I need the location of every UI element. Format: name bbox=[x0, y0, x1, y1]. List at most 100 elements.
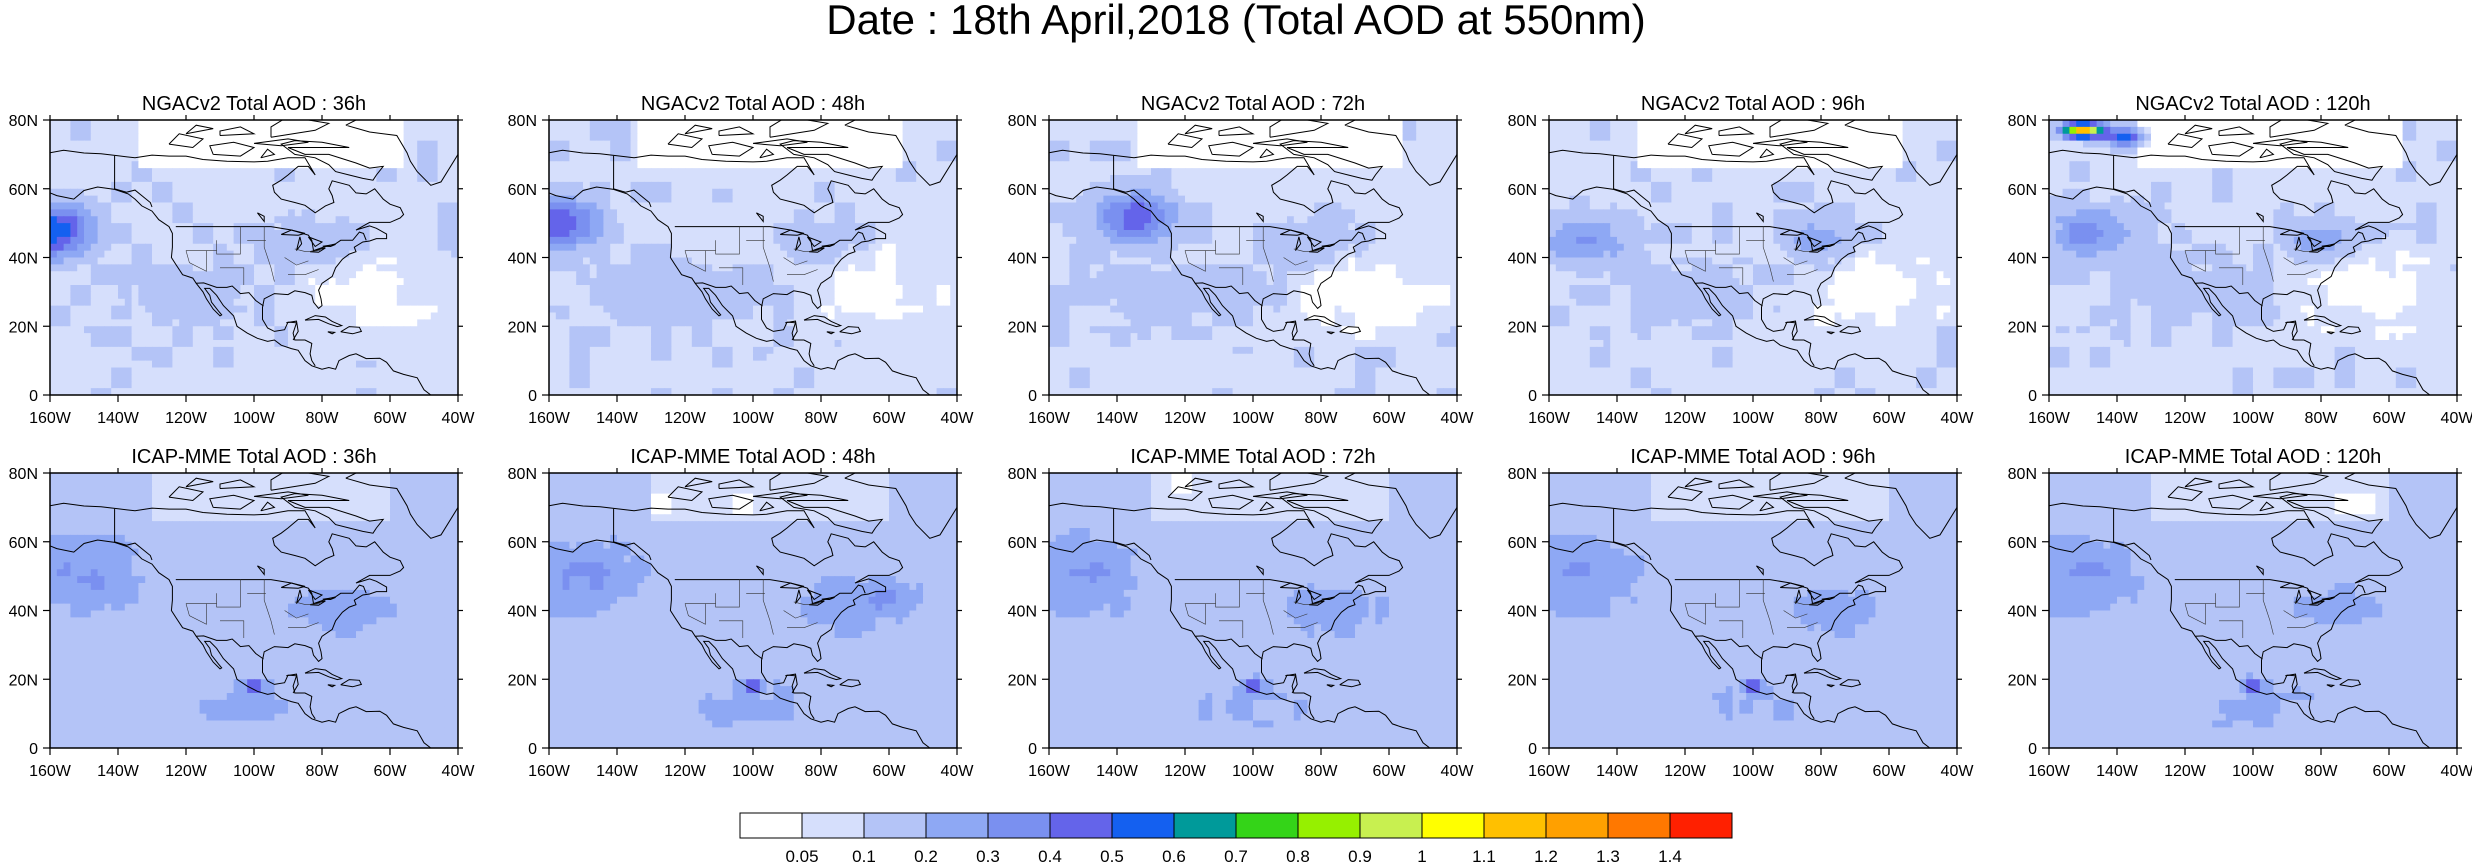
figure-title: Date : 18th April,2018 (Total AOD at 550… bbox=[826, 0, 1645, 43]
lon-tick-label: 80W bbox=[1805, 763, 1839, 780]
colorbar-label: 1 bbox=[1417, 847, 1426, 862]
lat-tick-label: 80N bbox=[1008, 466, 1037, 483]
panel-title: ICAP-MME Total AOD : 36h bbox=[131, 446, 376, 468]
aod-field bbox=[1049, 473, 1457, 748]
lat-tick-label: 0 bbox=[528, 741, 537, 758]
lon-tick-label: 160W bbox=[1028, 410, 1071, 427]
lat-tick-label: 0 bbox=[29, 388, 38, 405]
lat-tick-label: 40N bbox=[508, 604, 537, 621]
lon-tick-label: 140W bbox=[97, 763, 140, 780]
lon-tick-label: 100W bbox=[2232, 410, 2275, 427]
aod-field bbox=[549, 473, 957, 748]
lat-tick-label: 0 bbox=[1028, 388, 1037, 405]
colorbar-swatch bbox=[1173, 812, 1237, 839]
panel-title: NGACv2 Total AOD : 48h bbox=[641, 93, 865, 115]
map-panel: ICAP-MME Total AOD : 72h 160W 140W 120W 100W… bbox=[1008, 446, 1475, 780]
lon-tick-label: 100W bbox=[732, 410, 775, 427]
lon-tick-label: 40W bbox=[941, 410, 975, 427]
colorbar-swatch bbox=[863, 812, 927, 839]
lon-tick-label: 60W bbox=[873, 410, 907, 427]
lat-tick-label: 60N bbox=[2008, 535, 2037, 552]
aod-field bbox=[1549, 120, 1957, 395]
lon-tick-label: 120W bbox=[1664, 410, 1707, 427]
coastlines bbox=[1549, 120, 1957, 395]
colorbar-swatch bbox=[987, 812, 1051, 839]
colorbar-swatch bbox=[739, 812, 803, 839]
lat-tick-label: 60N bbox=[1008, 535, 1037, 552]
lon-tick-label: 40W bbox=[2441, 763, 2472, 780]
colorbar-swatch bbox=[1545, 812, 1609, 839]
colorbar-label: 0.6 bbox=[1162, 847, 1186, 862]
lat-tick-label: 20N bbox=[508, 319, 537, 336]
lon-tick-label: 140W bbox=[2096, 763, 2139, 780]
colorbar-swatch bbox=[1111, 812, 1175, 839]
lon-tick-label: 120W bbox=[1164, 763, 1207, 780]
lat-tick-label: 40N bbox=[1508, 604, 1537, 621]
lat-tick-label: 40N bbox=[9, 604, 38, 621]
colorbar-swatch bbox=[1483, 812, 1547, 839]
colorbar-swatch bbox=[1235, 812, 1299, 839]
lon-tick-label: 120W bbox=[165, 410, 208, 427]
lat-tick-label: 20N bbox=[9, 319, 38, 336]
panel-title: ICAP-MME Total AOD : 120h bbox=[2125, 446, 2381, 468]
lon-tick-label: 40W bbox=[941, 763, 975, 780]
lon-tick-label: 120W bbox=[2164, 763, 2207, 780]
colorbar-label: 1.3 bbox=[1596, 847, 1620, 862]
colorbar-label: 1.1 bbox=[1472, 847, 1496, 862]
map-panel: NGACv2 Total AOD : 48h 160W 140W 120W 100W 80… bbox=[508, 93, 975, 427]
lon-tick-label: 140W bbox=[1096, 410, 1139, 427]
panel-title: NGACv2 Total AOD : 120h bbox=[2135, 93, 2370, 115]
lat-tick-label: 60N bbox=[508, 182, 537, 199]
lat-tick-label: 60N bbox=[1508, 182, 1537, 199]
lon-tick-label: 100W bbox=[2232, 763, 2275, 780]
lat-tick-label: 80N bbox=[1508, 466, 1537, 483]
panel-title: ICAP-MME Total AOD : 96h bbox=[1630, 446, 1875, 468]
lon-tick-label: 140W bbox=[596, 410, 639, 427]
lon-tick-label: 120W bbox=[1664, 763, 1707, 780]
lat-tick-label: 0 bbox=[2028, 741, 2037, 758]
lon-tick-label: 160W bbox=[29, 763, 72, 780]
panel-title: ICAP-MME Total AOD : 48h bbox=[630, 446, 875, 468]
aod-field bbox=[1049, 120, 1457, 395]
lat-tick-label: 20N bbox=[1008, 672, 1037, 689]
lon-tick-label: 140W bbox=[1596, 763, 1639, 780]
lat-tick-label: 80N bbox=[2008, 113, 2037, 130]
colorbar-swatch bbox=[1297, 812, 1361, 839]
lat-tick-label: 20N bbox=[9, 672, 38, 689]
aod-field bbox=[2049, 473, 2457, 748]
lat-tick-label: 20N bbox=[1008, 319, 1037, 336]
lon-tick-label: 60W bbox=[873, 763, 907, 780]
lon-tick-label: 80W bbox=[2305, 410, 2339, 427]
lat-tick-label: 20N bbox=[1508, 319, 1537, 336]
aod-field bbox=[1549, 473, 1957, 748]
lat-tick-label: 20N bbox=[508, 672, 537, 689]
lon-tick-label: 40W bbox=[442, 763, 476, 780]
lon-tick-label: 80W bbox=[1305, 410, 1339, 427]
lat-tick-label: 0 bbox=[1528, 388, 1537, 405]
lat-tick-label: 80N bbox=[508, 113, 537, 130]
panel-title: NGACv2 Total AOD : 72h bbox=[1141, 93, 1365, 115]
lon-tick-label: 60W bbox=[1873, 763, 1907, 780]
lat-tick-label: 60N bbox=[9, 182, 38, 199]
map-panel: ICAP-MME Total AOD : 48h 160W 140W 120W 100W… bbox=[508, 446, 975, 780]
aod-field bbox=[2049, 120, 2457, 395]
lon-tick-label: 100W bbox=[233, 763, 276, 780]
lon-tick-label: 140W bbox=[97, 410, 140, 427]
lat-tick-label: 40N bbox=[1008, 604, 1037, 621]
colorbar-swatch bbox=[1359, 812, 1423, 839]
map-panel: ICAP-MME Total AOD : 36h 160W 140W 120W 100W… bbox=[9, 446, 476, 780]
lon-tick-label: 40W bbox=[1941, 410, 1975, 427]
colorbar-swatch bbox=[801, 812, 865, 839]
lon-tick-label: 60W bbox=[1373, 763, 1407, 780]
colorbar-label: 1.2 bbox=[1534, 847, 1558, 862]
lon-tick-label: 40W bbox=[1441, 763, 1475, 780]
lat-tick-label: 60N bbox=[9, 535, 38, 552]
lon-tick-label: 100W bbox=[732, 763, 775, 780]
colorbar-swatch bbox=[1421, 812, 1485, 839]
lat-tick-label: 0 bbox=[2028, 388, 2037, 405]
map-panel: NGACv2 Total AOD : 36h 160W 140W 120W 100W 80… bbox=[9, 93, 476, 427]
lat-tick-label: 80N bbox=[1008, 113, 1037, 130]
lat-tick-label: 20N bbox=[1508, 672, 1537, 689]
colorbar-label: 0.5 bbox=[1100, 847, 1124, 862]
lon-tick-label: 160W bbox=[1028, 763, 1071, 780]
